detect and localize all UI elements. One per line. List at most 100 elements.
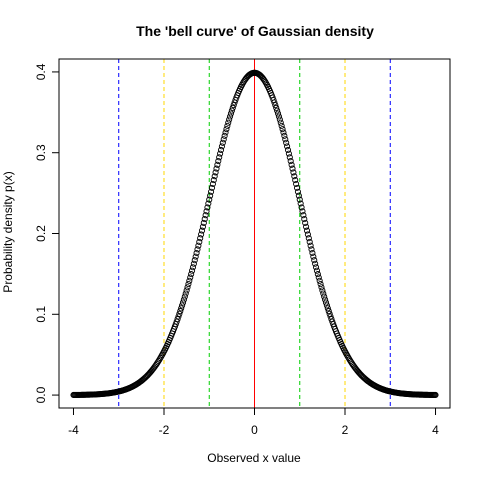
x-axis: -4 -2 0 2 4 bbox=[68, 407, 439, 437]
chart-title: The 'bell curve' of Gaussian density bbox=[136, 23, 374, 39]
data-point bbox=[188, 271, 195, 278]
data-point bbox=[328, 316, 335, 323]
data-point bbox=[178, 305, 185, 312]
data-point bbox=[190, 260, 197, 267]
data-point bbox=[205, 200, 212, 207]
data-point bbox=[193, 249, 200, 257]
data-point bbox=[315, 274, 322, 281]
data-point bbox=[230, 102, 237, 109]
data-point bbox=[214, 161, 221, 168]
data-point bbox=[284, 143, 291, 150]
data-point bbox=[323, 302, 330, 309]
data-point bbox=[211, 173, 218, 180]
data-point bbox=[177, 308, 184, 315]
data-point bbox=[286, 154, 293, 161]
data-point bbox=[317, 281, 324, 288]
data-point bbox=[219, 139, 226, 146]
data-point bbox=[191, 257, 198, 264]
data-point bbox=[203, 208, 210, 215]
data-point bbox=[206, 196, 213, 203]
data-point bbox=[327, 313, 334, 320]
data-point bbox=[321, 293, 328, 300]
data-point bbox=[208, 184, 216, 191]
data-point bbox=[293, 180, 300, 188]
data-point bbox=[290, 169, 297, 176]
data-point bbox=[325, 308, 332, 315]
data-point bbox=[192, 253, 199, 260]
data-point bbox=[303, 227, 311, 234]
data-point bbox=[224, 122, 231, 129]
data-point bbox=[319, 287, 326, 294]
data-point bbox=[180, 296, 187, 303]
data-point bbox=[188, 267, 196, 274]
data-point bbox=[207, 192, 214, 199]
data-points bbox=[70, 69, 439, 399]
data-point bbox=[215, 157, 222, 165]
data-point bbox=[294, 188, 301, 195]
data-point bbox=[289, 165, 296, 172]
y-tick-label: 0.2 bbox=[34, 225, 48, 242]
data-point bbox=[213, 165, 220, 172]
data-point bbox=[181, 293, 188, 300]
data-point bbox=[198, 231, 205, 238]
data-point bbox=[220, 136, 227, 143]
data-point bbox=[312, 260, 319, 267]
data-point bbox=[216, 154, 223, 161]
x-tick-label: 0 bbox=[251, 423, 258, 437]
data-point bbox=[324, 305, 331, 312]
data-point bbox=[202, 212, 209, 219]
data-point bbox=[155, 357, 162, 365]
data-point bbox=[285, 150, 292, 157]
data-point bbox=[273, 104, 280, 111]
data-point bbox=[175, 313, 182, 320]
data-point bbox=[221, 132, 228, 139]
data-point bbox=[187, 274, 194, 281]
data-point bbox=[186, 277, 193, 284]
y-tick-label: 0.1 bbox=[34, 306, 48, 323]
data-point bbox=[312, 264, 320, 271]
x-tick-label: -2 bbox=[159, 423, 170, 437]
data-point bbox=[227, 113, 234, 120]
data-point bbox=[311, 257, 318, 264]
data-point bbox=[195, 242, 202, 249]
data-point bbox=[212, 169, 219, 176]
data-point bbox=[316, 277, 323, 284]
data-point bbox=[302, 219, 309, 226]
data-point bbox=[295, 192, 302, 199]
data-point bbox=[309, 249, 316, 257]
data-point bbox=[217, 150, 224, 157]
data-point bbox=[310, 253, 317, 260]
data-point bbox=[200, 219, 207, 226]
data-point bbox=[176, 310, 183, 317]
data-point bbox=[288, 161, 295, 168]
data-point bbox=[199, 223, 206, 230]
data-point bbox=[229, 104, 236, 111]
data-point bbox=[279, 126, 286, 133]
data-point bbox=[274, 110, 282, 117]
data-point bbox=[318, 284, 325, 291]
data-point bbox=[298, 204, 305, 211]
data-point bbox=[189, 264, 196, 271]
data-point bbox=[284, 146, 292, 154]
data-point bbox=[314, 271, 321, 278]
data-point bbox=[305, 235, 312, 242]
data-point bbox=[274, 107, 281, 114]
data-point bbox=[278, 122, 285, 129]
data-point bbox=[304, 231, 311, 238]
data-point bbox=[291, 173, 298, 180]
data-point bbox=[287, 157, 294, 165]
data-point bbox=[299, 208, 306, 215]
x-tick-label: 4 bbox=[432, 423, 439, 437]
data-point bbox=[194, 246, 201, 253]
data-point bbox=[303, 223, 310, 230]
data-point bbox=[209, 180, 216, 188]
data-point bbox=[282, 136, 289, 143]
y-tick-label: 0.4 bbox=[34, 63, 48, 80]
data-point bbox=[296, 196, 303, 203]
data-point bbox=[300, 212, 307, 219]
data-point bbox=[281, 132, 288, 139]
data-point bbox=[226, 116, 233, 123]
data-point bbox=[261, 77, 268, 84]
data-point bbox=[183, 287, 190, 294]
